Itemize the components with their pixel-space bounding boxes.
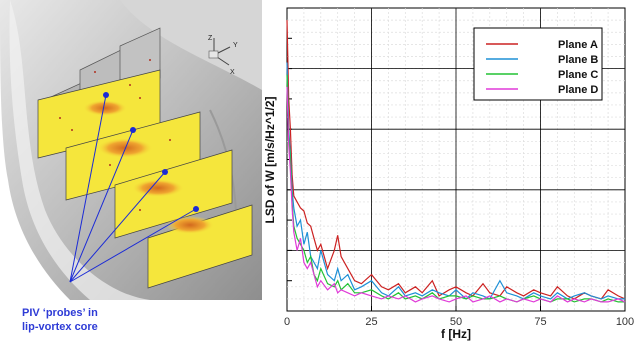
series-line-1	[286, 20, 626, 300]
nacelle-edge	[120, 0, 262, 90]
probe-caption: PIV ‘probes’ in lip-vortex core	[22, 306, 98, 334]
x-tick-label: 0	[284, 316, 290, 328]
y-axis-label: LSD of W [m/s/Hz^1/2]	[263, 96, 277, 223]
legend-entry: Plane D	[558, 84, 598, 96]
piv-illustration: Z Y X	[0, 0, 262, 300]
piv-plane-4	[147, 204, 253, 289]
x-tick-label: 100	[616, 316, 634, 328]
probe-lines	[69, 94, 197, 283]
x-tick-label: 50	[450, 316, 462, 328]
series-line-3	[286, 74, 625, 303]
legend-entry: Plane A	[558, 39, 598, 51]
axis-z-label: Z	[208, 35, 213, 42]
axis-x-label: X	[230, 69, 235, 76]
nacelle-highlight	[9, 0, 150, 300]
legend: Plane A Plane B Plane C Plane D	[473, 27, 603, 101]
piv-figure: Z Y X PIV ‘probes’ in lip-vortex core	[0, 0, 262, 345]
legend-entry: Plane B	[558, 54, 598, 66]
legend-entry: Plane C	[558, 69, 598, 81]
x-tick-label: 75	[534, 316, 546, 328]
caption-line-2: lip-vortex core	[22, 321, 98, 333]
axis-y-label: Y	[233, 42, 238, 49]
series-group	[286, 20, 626, 303]
lsd-chart: 0 25 50 75 100 f [Hz] LSD of W [m/s/Hz^1/2] …	[263, 7, 634, 341]
series-line-4	[286, 86, 626, 303]
x-tick-label: 25	[365, 316, 377, 328]
x-axis-label: f [Hz]	[441, 327, 471, 341]
x-ticks: 0 25 50 75 100	[284, 306, 634, 328]
caption-line-1: PIV ‘probes’ in	[22, 307, 98, 319]
series-line-2	[286, 62, 625, 300]
probe-points	[103, 92, 199, 212]
legend-box	[473, 27, 603, 101]
